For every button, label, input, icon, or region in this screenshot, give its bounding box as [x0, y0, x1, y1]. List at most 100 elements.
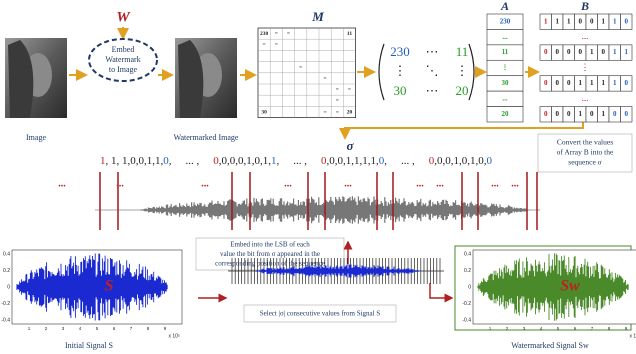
matrix-cell: = — [348, 87, 351, 93]
sequence-part: ... , — [293, 155, 307, 167]
sequence-part: ... , — [186, 155, 200, 167]
bit: 0 — [567, 110, 571, 118]
ellipsis: ... — [582, 93, 589, 103]
bit: 0 — [544, 48, 548, 56]
bit: 0 — [602, 48, 606, 56]
sequence-part: ... , — [401, 155, 415, 167]
matrix-cell: 20 — [347, 109, 353, 115]
x-scale: x 10⁵ — [629, 333, 636, 339]
bit: 1 — [602, 17, 606, 25]
gap-marker: ... — [284, 178, 292, 189]
bit: 1 — [579, 79, 583, 87]
signal-symbol: S — [105, 278, 114, 295]
ellipse-text: to Image — [109, 65, 138, 74]
bit: 0 — [544, 110, 548, 118]
matrix-entry: ⋱ — [426, 63, 439, 78]
x-tick-label: 5 — [96, 326, 99, 331]
signal-symbol: Sw — [560, 278, 580, 295]
y-tick-label: -0.4 — [462, 317, 471, 323]
y-tick-label: 0.4 — [3, 251, 10, 257]
matrix-cell: 30 — [261, 109, 267, 115]
ellipse-text: Embed — [112, 45, 135, 54]
bit: 1 — [613, 48, 617, 56]
gap-marker: ... — [58, 178, 66, 189]
waveform — [140, 196, 530, 224]
y-tick-label: 0.2 — [3, 268, 10, 274]
x-tick-label: 8 — [147, 326, 150, 331]
paren — [469, 44, 474, 100]
image-watermarked — [175, 38, 237, 118]
char: , — [169, 155, 172, 167]
watermarked-image-label: Watermarked Image — [174, 133, 239, 142]
char: , — [384, 155, 387, 167]
bit: 1 — [556, 17, 560, 25]
convert-note: of Array B into the — [557, 148, 614, 157]
embed-note: Embed into the LSB of each — [230, 241, 310, 249]
sequence: 1, 1, 1,0,0,1,1,0,... ,0,0,0,0,1,0,1,1,.… — [100, 155, 493, 167]
bit: 0 — [556, 79, 560, 87]
ellipsis: ... — [582, 31, 589, 41]
matrix-entry: 11 — [456, 44, 469, 59]
sequence-part: 1, 1, 1,0,0,1,1,0, — [100, 155, 172, 167]
signal-label: Initial Signal S — [65, 341, 113, 350]
bit: 1 — [613, 79, 617, 87]
bit: 1 — [613, 17, 617, 25]
matrix-cell: = — [324, 109, 327, 115]
matrix-cell: = — [287, 31, 290, 37]
x-scale: x 10⁵ — [168, 333, 180, 339]
ellipsis: ⋮ — [581, 62, 590, 72]
array-value: ... — [502, 33, 508, 41]
y-tick-label: 0 — [7, 284, 10, 290]
bit: 0 — [625, 17, 629, 25]
x-tick-label: 4 — [79, 326, 82, 331]
ellipse-text: Watermark — [105, 55, 140, 64]
char: , — [277, 155, 280, 167]
matrix-cell: = — [336, 87, 339, 93]
array-value: 11 — [502, 48, 509, 56]
y-tick-label: 0 — [468, 284, 471, 290]
char: 0 — [487, 155, 493, 167]
image-original — [5, 38, 67, 118]
dynamic-layer: EmbedWatermarkto ImageM230==11=======30=… — [1, 0, 636, 350]
gap-marker: ... — [416, 178, 424, 189]
y-tick-label: 0.4 — [464, 251, 471, 257]
bit: 0 — [567, 48, 571, 56]
matrix-entry: ⋯ — [426, 44, 439, 59]
signal-label: Watermarked Signal Sw — [511, 341, 589, 350]
array-value: 30 — [502, 79, 510, 87]
matrix-cell: = — [336, 109, 339, 115]
bit: 0 — [590, 110, 594, 118]
matrix-cell: = — [336, 98, 339, 104]
diagram: Image Watermarked Image W σ EmbedWaterma… — [0, 0, 636, 354]
sigma: σ — [346, 138, 354, 153]
gap-marker: ... — [491, 178, 499, 189]
bit: 0 — [625, 110, 629, 118]
y-tick-label: -0.2 — [462, 301, 471, 307]
x-tick-label: 9 — [164, 326, 167, 331]
x-tick-label: 7 — [130, 326, 133, 331]
matrix-cell: 11 — [347, 31, 352, 37]
bit: 1 — [590, 79, 594, 87]
bit: 0 — [567, 79, 571, 87]
select-note: Select |σ| consecutive values from Signa… — [260, 310, 381, 318]
bit: 0 — [613, 110, 617, 118]
matrix-entry: 20 — [456, 83, 469, 98]
x-tick-label: 2 — [45, 326, 48, 331]
bit: 0 — [556, 48, 560, 56]
bit: 1 — [602, 79, 606, 87]
bit: 0 — [579, 17, 583, 25]
arrow — [430, 283, 452, 298]
convert-note: sequence σ — [568, 158, 601, 167]
matrix-cell: 230 — [260, 31, 269, 37]
array-label: A — [500, 0, 509, 13]
watermark-symbol: W — [116, 9, 131, 25]
bit: 0 — [556, 110, 560, 118]
y-tick-label: -0.2 — [1, 301, 10, 307]
convert-note: Convert the values — [557, 138, 613, 147]
gap-marker: ... — [116, 178, 124, 189]
x-tick-label: 6 — [113, 326, 116, 331]
bit: 1 — [590, 48, 594, 56]
array-value: ⋮ — [502, 64, 509, 72]
sequence-part: 0,0,0,1,0,1,0,0 — [429, 155, 493, 167]
matrix-cell: = — [275, 31, 278, 37]
